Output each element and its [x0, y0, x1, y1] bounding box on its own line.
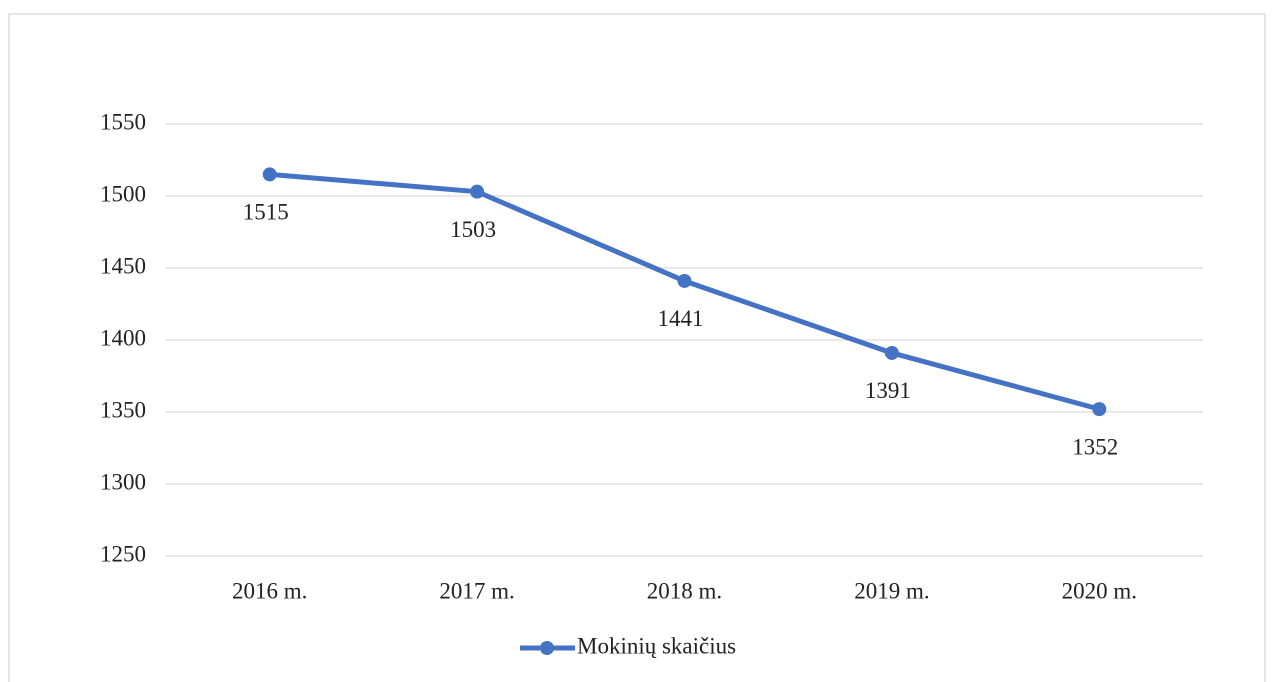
series-line — [269, 171, 1100, 412]
y-tick-label: 1450 — [100, 253, 146, 278]
x-tick-label: 2018 m. — [647, 578, 722, 603]
legend-marker — [540, 641, 554, 655]
x-tick-label: 2020 m. — [1062, 578, 1137, 603]
y-tick-label: 1500 — [100, 181, 146, 206]
y-tick-label: 1300 — [100, 469, 146, 494]
y-tick-label: 1550 — [100, 109, 146, 134]
x-tick-label: 2016 m. — [232, 578, 307, 603]
data-point — [677, 273, 692, 288]
data-label: 1441 — [658, 306, 704, 331]
data-point — [470, 184, 485, 199]
legend-label: Mokinių skaičius — [577, 633, 736, 658]
x-tick-label: 2017 m. — [439, 578, 514, 603]
data-label: 1515 — [243, 200, 289, 225]
data-label: 1503 — [450, 217, 496, 242]
data-point — [884, 345, 899, 360]
y-tick-label: 1350 — [100, 397, 146, 422]
data-point — [1092, 402, 1107, 417]
y-tick-label: 1400 — [100, 325, 146, 350]
chart-border — [8, 13, 1266, 682]
x-tick-label: 2019 m. — [854, 578, 929, 603]
data-label: 1352 — [1072, 434, 1118, 459]
data-point — [262, 167, 277, 182]
y-tick-label: 1250 — [100, 541, 146, 566]
data-label: 1391 — [865, 378, 911, 403]
